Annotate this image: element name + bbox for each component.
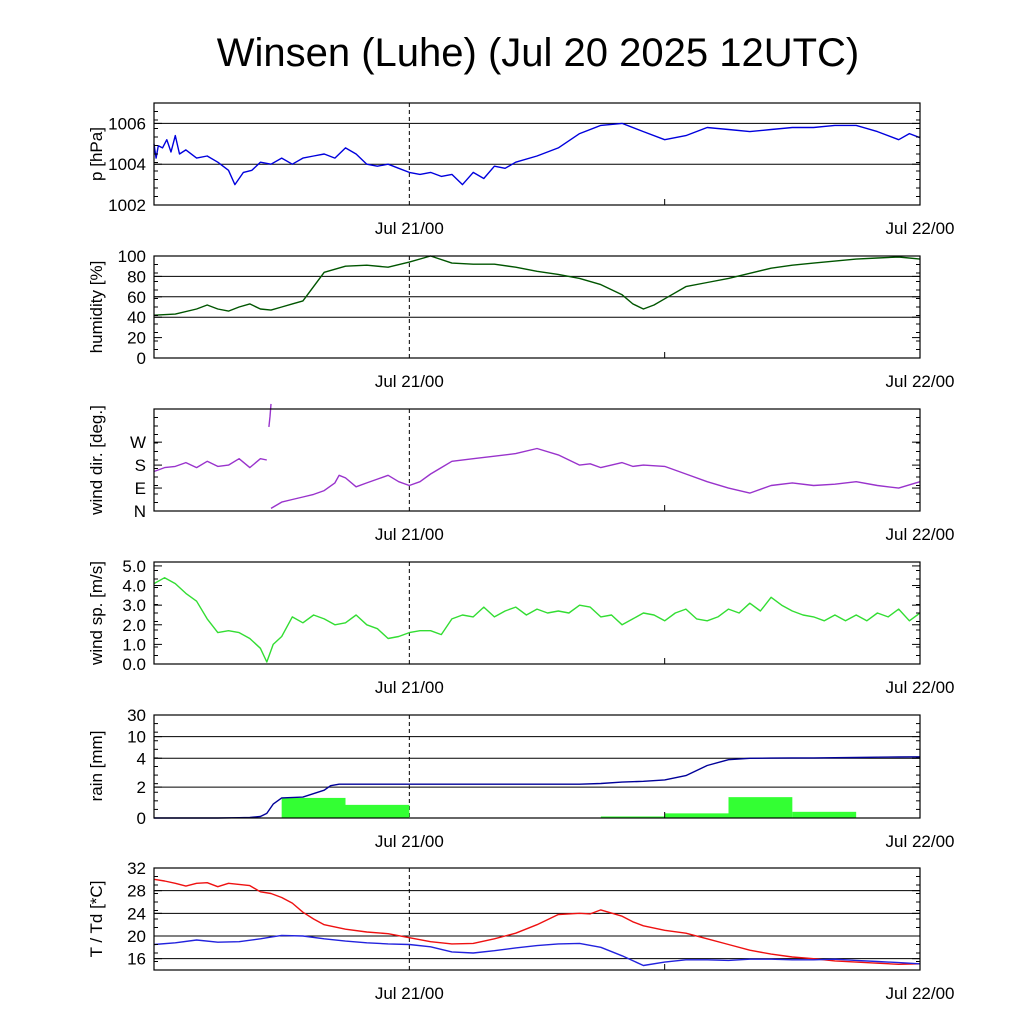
rain-bar	[282, 798, 346, 818]
y-tick-label: 2.0	[122, 616, 146, 635]
wind_direction-line-1	[269, 404, 271, 427]
plot-frame	[154, 103, 920, 205]
y-tick-label: 0	[137, 809, 146, 828]
y-tick-label: 100	[118, 247, 146, 266]
y-tick-label: 60	[127, 288, 146, 307]
y-tick-label: E	[135, 479, 146, 498]
y-tick-label: 32	[127, 859, 146, 878]
y-tick-label: 10	[127, 728, 146, 747]
temperature-line-1	[154, 935, 920, 965]
x-tick-label: Jul 22/00	[886, 219, 955, 238]
x-tick-label: Jul 22/00	[886, 678, 955, 697]
rain-bar	[665, 813, 729, 818]
y-tick-label: 28	[127, 882, 146, 901]
wind_speed-line-0	[154, 578, 920, 662]
x-tick-label: Jul 21/00	[375, 678, 444, 697]
y-tick-label: 0.0	[122, 655, 146, 674]
x-tick-label: Jul 22/00	[886, 525, 955, 544]
y-tick-label: 20	[127, 927, 146, 946]
y-tick-label: 0	[137, 349, 146, 368]
y-tick-label: 3.0	[122, 596, 146, 615]
pressure-line-0	[154, 123, 920, 184]
x-tick-label: Jul 21/00	[375, 525, 444, 544]
x-tick-label: Jul 21/00	[375, 832, 444, 851]
plot-frame	[154, 868, 920, 970]
y-axis-label: humidity [%]	[87, 261, 106, 354]
y-tick-label: 4.0	[122, 577, 146, 596]
x-tick-label: Jul 21/00	[375, 984, 444, 1003]
y-tick-label: 40	[127, 308, 146, 327]
y-tick-label: 1006	[108, 114, 146, 133]
y-tick-label: 5.0	[122, 557, 146, 576]
panel-temperature: 16 20 24 28 32 Jul 21/00 Jul 22/00 T / Td [*C]	[87, 859, 955, 1003]
y-tick-label: 2	[137, 778, 146, 797]
x-tick-label: Jul 22/00	[886, 984, 955, 1003]
panel-pressure: 1002 1004 1006 Jul 21/00 Jul 22/00 p [hPa]	[87, 103, 955, 238]
x-tick-label: Jul 21/00	[375, 372, 444, 391]
wind_direction-line-2	[271, 449, 920, 509]
plot-frame	[154, 562, 920, 664]
y-axis-label: T / Td [*C]	[87, 881, 106, 958]
y-axis-label: wind dir. [deg.]	[87, 405, 106, 516]
y-tick-label: W	[130, 433, 146, 452]
y-tick-label: 24	[127, 904, 146, 923]
x-tick-label: Jul 21/00	[375, 219, 444, 238]
humidity-line-0	[154, 256, 920, 315]
x-tick-label: Jul 22/00	[886, 832, 955, 851]
x-tick-label: Jul 22/00	[886, 372, 955, 391]
rain-bar	[729, 797, 793, 818]
y-tick-label: S	[135, 456, 146, 475]
rain-bar	[346, 805, 410, 818]
y-axis-label: p [hPa]	[87, 127, 106, 181]
chart-title: Winsen (Luhe) (Jul 20 2025 12UTC)	[217, 31, 860, 75]
wind_direction-line-0	[154, 459, 267, 472]
y-axis-label: rain [mm]	[87, 731, 106, 802]
plot-frame	[154, 715, 920, 818]
y-tick-label: 30	[127, 706, 146, 725]
y-tick-label: 1004	[108, 155, 146, 174]
y-tick-label: 16	[127, 950, 146, 969]
panel-rain: 0 2 4 10 30 Jul 21/00 Jul 22/00 rain [mm]	[87, 706, 955, 851]
rain-bar	[792, 812, 856, 818]
y-tick-label: 4	[137, 749, 146, 768]
y-tick-label: 80	[127, 267, 146, 286]
y-axis-label: wind sp. [m/s]	[87, 561, 106, 666]
y-tick-label: 1002	[108, 196, 146, 215]
panel-wind_speed: 0.01.02.03.04.05.0 Jul 21/00 Jul 22/00 wind…	[87, 557, 955, 697]
temperature-line-0	[154, 879, 920, 964]
y-tick-label: 1.0	[122, 635, 146, 654]
y-tick-label: N	[134, 502, 146, 521]
y-tick-label: 20	[127, 329, 146, 348]
